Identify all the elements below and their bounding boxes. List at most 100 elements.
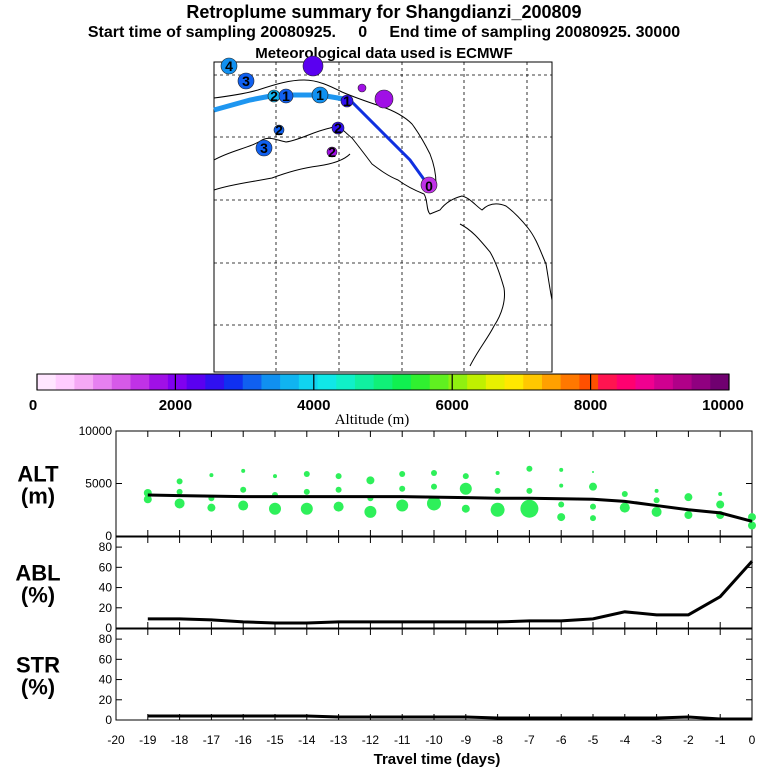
y-tick-label: 40 [99,581,113,595]
x-tick-label: -17 [203,733,221,747]
trajectory-label: 1 [343,93,351,109]
colorbar-swatch [317,374,337,390]
trajectory-point [340,94,354,108]
alt-scatter-point [269,502,281,515]
alt-scatter-point [207,503,216,512]
colorbar-tick-label: 4000 [297,397,330,414]
abl-line [147,560,754,625]
alt-scatter-point [462,473,469,480]
panel-ylabel-unit: (m) [21,484,55,509]
colorbar-swatch [579,374,599,390]
x-tick-label: -3 [651,733,662,747]
alt-scatter-point [427,496,441,511]
colorbar-swatch [130,374,150,390]
panel-ylabel: ALT [17,462,59,487]
colorbar-swatch [429,374,449,390]
alt-scatter-point [619,502,630,513]
alt-scatter-point [143,495,152,504]
y-tick-label: 40 [99,673,113,687]
colorbar-swatch [224,374,244,390]
y-tick-label: 60 [99,652,113,666]
alt-scatter-point [621,491,628,497]
alt-scatter-point [684,493,693,502]
colorbar-swatch [616,374,636,390]
alt-scatter-point [335,486,342,493]
alt-mean-line [147,493,753,523]
colorbar-tick-label: 0 [29,397,37,414]
trajectory-point [273,124,285,136]
chart-title: Retroplume summary for Shangdianzi_20080… [186,2,582,22]
x-tick-label: -6 [556,733,567,747]
alt-scatter-point [174,498,185,509]
alt-scatter-point [490,502,505,517]
colorbar-swatch [485,374,506,390]
trajectory-label: 4 [225,58,233,74]
alt-scatter-point [209,473,214,478]
alt-scatter-point [718,492,723,496]
x-tick-label: -11 [394,733,411,747]
colorbar-swatch [691,374,711,390]
alt-scatter-point [526,465,533,472]
str-line [147,714,752,721]
x-tick-label: -9 [460,733,471,747]
x-tick-label: -20 [107,733,125,747]
colorbar-swatch [336,374,356,390]
alt-scatter-point [431,483,437,490]
alt-scatter-point [590,515,596,522]
alt-scatter-point [653,497,660,504]
alt-scatter-point [431,470,437,476]
alt-scatter-point [651,506,662,517]
trajectory-label: 1 [282,88,290,104]
abl-panel: 0 20 40 60 80 ABL(%) [15,536,754,635]
panel-ylabel: ABL [15,561,60,586]
map-graticule [214,62,552,372]
met-data-line: Meteorological data used is ECMWF [255,45,513,62]
colorbar-swatch [111,374,132,390]
alt-scatter-point [557,513,566,522]
trajectory-label: 2 [334,120,342,136]
trajectory-point [331,121,345,135]
colorbar-swatch [261,374,281,390]
x-tick-label: -14 [298,733,316,747]
x-tick-label: -1 [715,733,726,747]
alt-scatter-point [559,483,564,488]
x-tick-label: -15 [266,733,284,747]
alt-scatter-point [240,486,247,493]
alt-scatter-point [590,503,596,510]
alt-scatter-point [654,488,659,493]
y-tick-label: 0 [105,529,112,543]
alt-scatter-point [176,478,183,485]
colorbar-swatch [93,374,113,390]
colorbar-label: Altitude (m) [335,412,410,428]
colorbar-swatch [710,374,730,390]
x-tick-label: 0 [749,733,756,747]
colorbar-tick-label: 8000 [574,397,607,414]
trajectory-lower [348,98,430,186]
alt-scatter-point [366,476,375,485]
colorbar-tick-label: 6000 [436,397,469,414]
colorbar-swatch [672,374,693,390]
colorbar-swatch [504,374,524,390]
panel-frame [115,430,753,537]
alt-scatter-point [559,467,564,472]
trajectory-point [278,88,294,104]
colorbar-swatch [74,374,94,390]
alt-scatter-point [748,521,756,530]
trajectory-label: 1 [316,87,324,103]
x-tick-label: -7 [524,733,535,747]
x-tick-label: -10 [425,733,443,747]
trajectory-point [255,139,273,157]
colorbar-swatch [298,374,319,390]
trajectory-label: 2 [328,144,336,160]
colorbar-swatch [354,374,375,390]
y-tick-label: 80 [99,632,113,646]
colorbar-swatch [37,374,57,390]
colorbar-swatch [654,374,674,390]
colorbar-tick-label: 2000 [159,397,192,414]
y-tick-label: 60 [99,560,113,574]
y-tick-label: 80 [99,540,113,554]
altitude-colorbar: 0 2000 4000 6000 8000 10000 [29,373,744,414]
panel-frame [115,628,753,721]
